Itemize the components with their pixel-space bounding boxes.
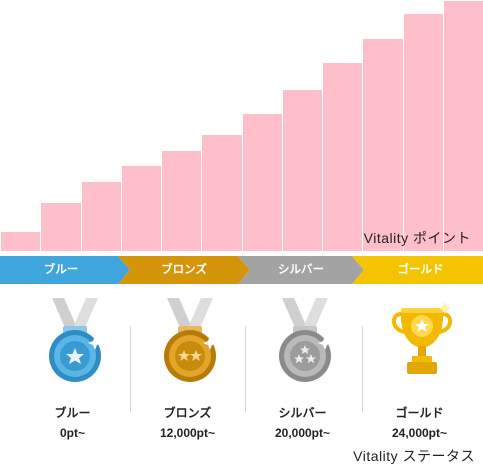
ribbon-label-bronze: ブロンズ: [161, 264, 207, 276]
tier-points: 12,000pt~: [159, 426, 216, 440]
points-bar: [120, 165, 162, 252]
ribbon-segment-silver: [238, 256, 364, 284]
tier-name: ブロンズ: [163, 406, 212, 420]
tier-name: シルバー: [278, 406, 327, 420]
ribbon-segment-gold: [352, 256, 483, 284]
tier-blue: ブルー 0pt~: [15, 296, 130, 446]
vitality-status-label: Vitality ステータス: [353, 448, 475, 464]
tier-points: 0pt~: [59, 426, 85, 440]
points-bar: [362, 38, 404, 252]
points-bar-chart: [0, 0, 483, 252]
divider: [130, 326, 131, 412]
tier-silver: シルバー 20,000pt~: [245, 296, 360, 446]
blue-medal-icon: [49, 298, 102, 382]
tier-points: 20,000pt~: [274, 426, 331, 440]
ribbon-label-blue: ブルー: [43, 264, 79, 276]
tier-points: 24,000pt~: [391, 426, 448, 440]
tier-gold: ゴールド 24,000pt~: [362, 296, 477, 446]
points-bar: [322, 62, 364, 252]
bronze-medal-icon: [164, 298, 217, 382]
divider: [362, 326, 363, 412]
points-bar: [161, 150, 203, 252]
points-bar: [402, 13, 444, 252]
points-bar: [241, 112, 283, 252]
vitality-points-label: Vitality ポイント: [363, 230, 471, 246]
silver-medal-icon: [279, 298, 332, 382]
tier-name: ゴールド: [395, 406, 444, 420]
ribbon-label-silver: シルバー: [278, 264, 324, 276]
tier-name: ブルー: [54, 406, 91, 420]
points-bar: [40, 202, 82, 252]
points-bar: [201, 134, 243, 252]
points-bar: [281, 88, 323, 252]
points-bar: [442, 0, 483, 252]
tier-bronze: ブロンズ 12,000pt~: [130, 296, 245, 446]
divider: [245, 326, 246, 412]
ribbon-label-gold: ゴールド: [397, 264, 444, 276]
points-bar: [80, 180, 122, 252]
ribbon-segment-blue: [0, 256, 130, 284]
status-tier-ribbon: [0, 256, 483, 284]
ribbon-segment-bronze: [118, 256, 250, 284]
points-bar: [0, 231, 42, 252]
gold-trophy-icon: [392, 302, 452, 374]
